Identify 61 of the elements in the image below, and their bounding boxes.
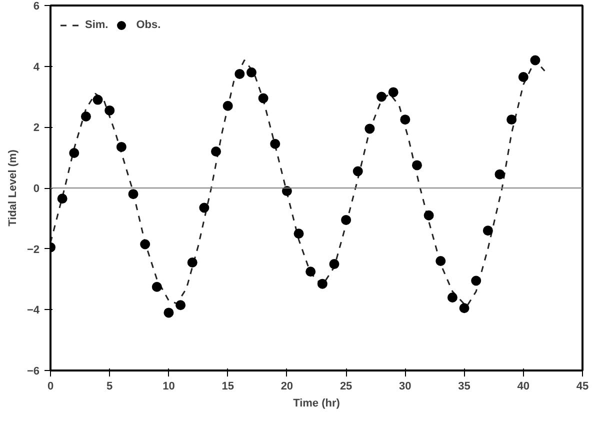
- point: [530, 55, 540, 66]
- x-tick-label: 0: [47, 380, 54, 392]
- point: [104, 105, 115, 116]
- y-tick-label: −4: [26, 304, 40, 317]
- point: [424, 210, 434, 220]
- point: [447, 292, 458, 302]
- legend-label: Sim.: [85, 19, 108, 31]
- point: [436, 256, 446, 266]
- point: [494, 169, 505, 180]
- point: [482, 226, 493, 236]
- point: [152, 282, 162, 292]
- point: [128, 189, 138, 200]
- point: [518, 72, 528, 82]
- point: [176, 300, 186, 310]
- point: [222, 100, 233, 111]
- point: [57, 194, 68, 204]
- x-tick-label: 5: [106, 380, 113, 392]
- point: [341, 214, 352, 225]
- point: [471, 276, 482, 286]
- y-axis-title: Tidal Level (m): [6, 149, 19, 226]
- point: [140, 239, 150, 250]
- point: [352, 166, 363, 176]
- point: [116, 142, 126, 152]
- point: [80, 112, 91, 122]
- x-tick-label: 25: [340, 380, 352, 392]
- x-tick-label: 20: [280, 380, 294, 392]
- x-axis-title: Time (hr): [293, 398, 340, 410]
- x-tick-label: 35: [458, 380, 470, 392]
- y-tick-label: 6: [33, 0, 40, 12]
- x-tick-label: 10: [162, 380, 175, 392]
- point: [329, 259, 340, 270]
- point: [294, 228, 304, 239]
- point: [246, 67, 256, 78]
- point: [364, 124, 375, 134]
- point: [258, 93, 268, 104]
- point: [164, 308, 174, 318]
- point: [388, 87, 398, 98]
- x-tick-label: 30: [399, 380, 412, 392]
- point: [270, 138, 280, 149]
- point: [211, 146, 222, 156]
- point: [459, 303, 470, 314]
- point: [234, 68, 245, 79]
- point: [506, 114, 517, 125]
- point: [376, 92, 387, 102]
- point: [412, 160, 422, 170]
- x-tick-label: 40: [517, 380, 530, 392]
- point: [69, 148, 80, 158]
- y-tick-label: 0: [33, 183, 40, 195]
- legend-label: Obs.: [136, 19, 161, 31]
- point: [199, 202, 210, 213]
- point: [92, 94, 103, 105]
- point: [306, 266, 316, 277]
- y-tick-label: 2: [33, 122, 40, 134]
- point: [317, 278, 328, 289]
- y-tick-label: −6: [26, 366, 40, 378]
- y-tick-label: 4: [33, 61, 40, 74]
- x-tick-label: 45: [576, 380, 589, 392]
- y-tick-label: −2: [26, 244, 40, 256]
- point: [187, 258, 198, 268]
- x-tick-label: 15: [222, 380, 234, 392]
- point: [400, 114, 410, 125]
